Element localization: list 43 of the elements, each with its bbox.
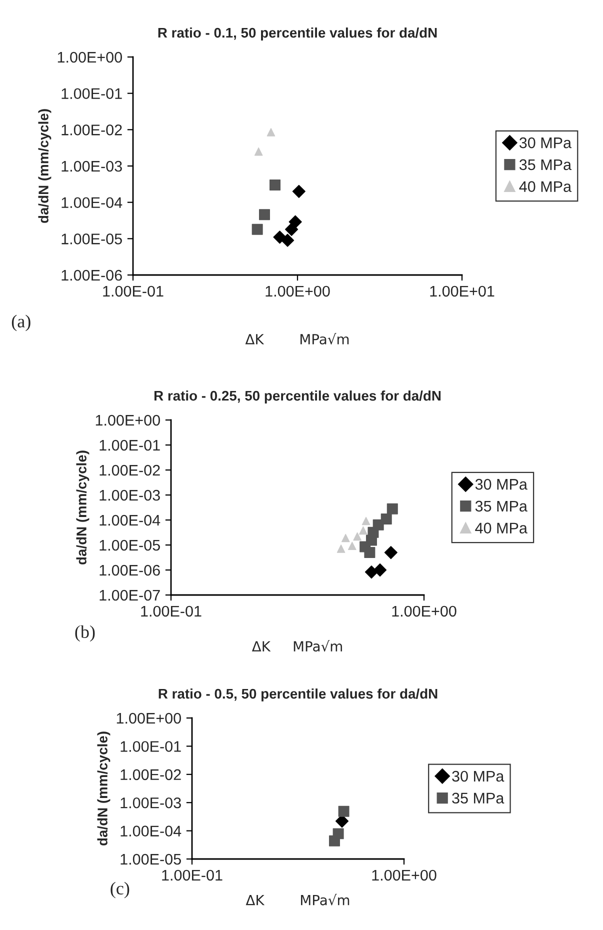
chart-title: R ratio - 0.5, 50 percentile values for da/dN (158, 688, 438, 702)
legend-label: 35 MPa (475, 500, 528, 512)
x-axis-title: ΔK MPa√m (245, 332, 349, 345)
y-tick-label: 1.00E-01 (120, 741, 181, 752)
y-tick-label: 1.00E-03 (100, 490, 160, 501)
legend-label: 30 MPa (475, 478, 528, 490)
y-tick-label: 1.00E-04 (62, 197, 122, 208)
y-tick-label: 1.00E-05 (120, 854, 181, 865)
x-axis-title: ΔK MPa√m (246, 894, 350, 906)
y-axis-title: da/dN (mm/cycle) (76, 450, 90, 564)
y-tick-label: 1.00E-06 (62, 270, 122, 281)
y-tick-label: 1.00E-01 (62, 88, 122, 100)
chart-title: R ratio - 0.1, 50 percentile values for da/dN (158, 27, 437, 40)
x-tick-label: 1.00E+01 (430, 286, 494, 297)
chart-title: R ratio - 0.25, 50 percentile values for da/dN (154, 390, 441, 404)
legend-label: 35 MPa (452, 792, 504, 804)
y-tick-label: 1.00E-01 (100, 440, 160, 451)
legend-label: 40 MPa (519, 181, 572, 192)
y-tick-label: 1.00E-04 (100, 514, 160, 526)
y-tick-label: 1.00E-04 (120, 826, 182, 836)
x-tick-label: 1.00E+00 (266, 286, 330, 297)
y-tick-label: 1.00E-03 (62, 160, 122, 172)
legend-label: 30 MPa (452, 770, 504, 782)
y-tick-label: 1.00E-05 (62, 234, 122, 244)
y-tick-label: 1.00E-02 (120, 769, 181, 780)
y-axis-title: da/dN (mm/cycle) (97, 732, 110, 846)
y-tick-label: 1.00E-07 (100, 590, 160, 601)
text: (b) (75, 625, 95, 642)
y-tick-label: 1.00E-05 (100, 540, 160, 551)
y-axis-title: da/dN (mm/cycle) (38, 109, 52, 223)
y-tick-label: 1.00E+00 (58, 52, 122, 63)
legend-label: 35 MPa (519, 159, 572, 170)
text: (a) (12, 314, 30, 332)
y-tick-label: 1.00E-03 (120, 797, 181, 808)
y-tick-label: 1.00E-06 (100, 564, 160, 576)
y-tick-label: 1.00E+00 (96, 414, 160, 426)
y-tick-label: 1.00E+00 (116, 712, 181, 724)
y-tick-label: 1.00E-02 (100, 464, 160, 476)
legend-label: 40 MPa (475, 522, 528, 534)
x-axis-title: ΔK MPa√m (252, 640, 342, 652)
y-tick-label: 1.00E-02 (62, 124, 122, 136)
legend-label: 30 MPa (519, 137, 572, 148)
text: (c) (110, 882, 130, 898)
